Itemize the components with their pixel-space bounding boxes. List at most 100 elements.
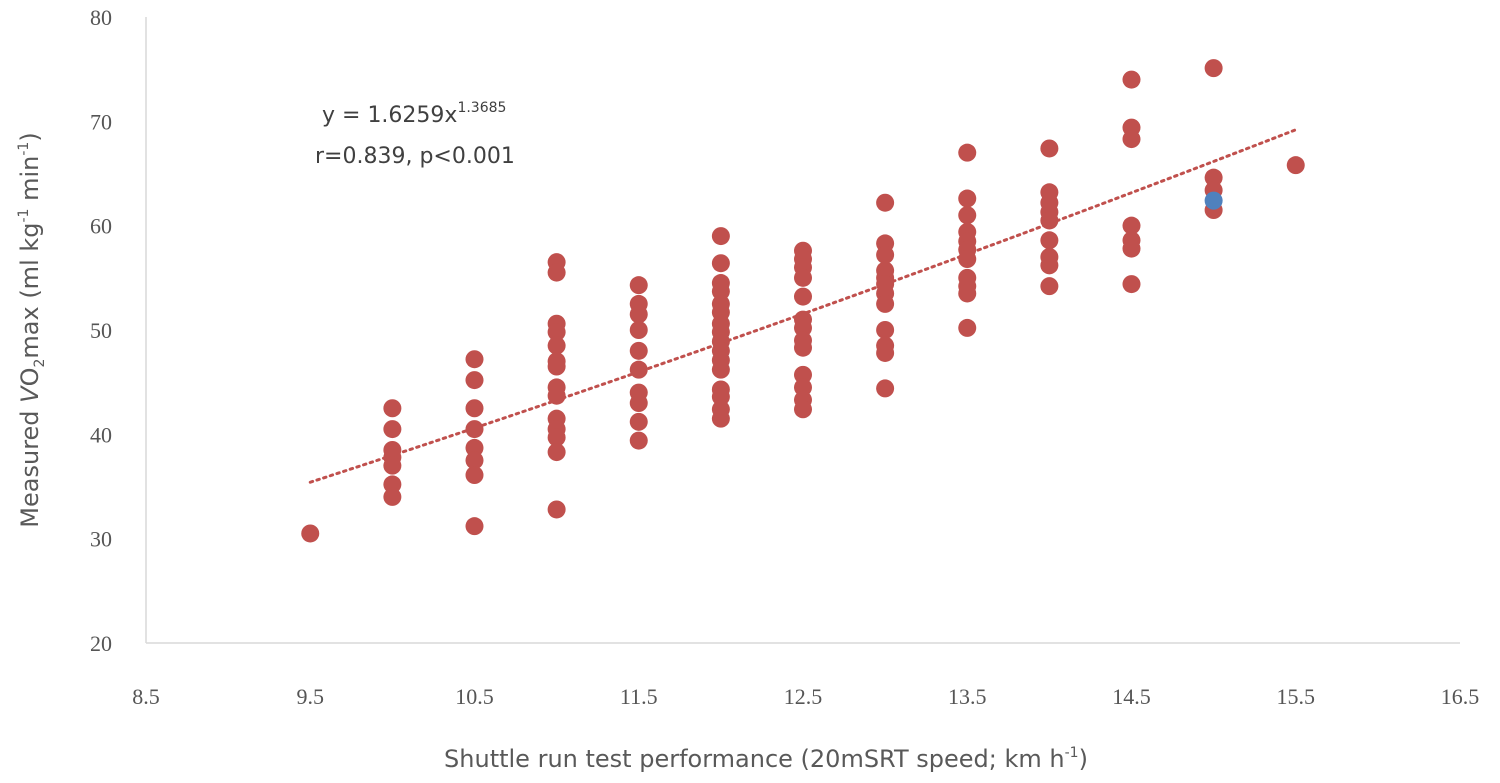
data-point bbox=[711, 387, 730, 406]
data-point bbox=[794, 268, 812, 287]
data-point bbox=[876, 379, 895, 398]
x-axis-title-sup: -1 bbox=[1065, 745, 1079, 761]
y-tick-label: 50 bbox=[90, 318, 112, 343]
data-point bbox=[629, 412, 648, 431]
data-point bbox=[794, 287, 812, 306]
data-point bbox=[547, 428, 566, 447]
data-point bbox=[1204, 59, 1223, 78]
data-point bbox=[876, 343, 895, 362]
data-point bbox=[711, 360, 730, 379]
y-tick-label: 40 bbox=[90, 422, 112, 447]
data-point bbox=[465, 350, 484, 369]
data-point bbox=[958, 284, 977, 303]
data-point bbox=[958, 250, 977, 269]
x-axis-title-tail: ) bbox=[1079, 745, 1088, 773]
data-point bbox=[629, 321, 648, 339]
data-point bbox=[1122, 275, 1141, 294]
data-point bbox=[383, 475, 402, 494]
x-tick-label: 14.5 bbox=[1112, 684, 1151, 709]
y-tick-label: 70 bbox=[90, 109, 112, 134]
x-tick-label: 8.5 bbox=[132, 684, 160, 709]
data-point bbox=[1040, 211, 1059, 230]
y-axis-title-post: max (ml kg bbox=[16, 223, 44, 359]
data-point bbox=[1122, 216, 1141, 235]
data-point bbox=[876, 321, 895, 339]
data-point bbox=[465, 371, 484, 390]
data-point bbox=[547, 323, 566, 342]
y-axis-title-sub: 2 bbox=[32, 359, 48, 368]
x-tick-label: 10.5 bbox=[455, 684, 494, 709]
data-point bbox=[711, 254, 730, 273]
data-point bbox=[876, 245, 895, 264]
equation-main: y = 1.6259x bbox=[322, 103, 457, 128]
data-point bbox=[383, 456, 402, 475]
x-tick-label: 11.5 bbox=[620, 684, 658, 709]
correlation-stats: r=0.839, p<0.001 bbox=[315, 144, 515, 169]
data-point bbox=[465, 466, 484, 485]
data-point bbox=[794, 378, 812, 397]
x-tick-label: 9.5 bbox=[297, 684, 325, 709]
data-point bbox=[629, 305, 648, 324]
data-point bbox=[958, 206, 977, 225]
data-point bbox=[465, 517, 484, 536]
data-point bbox=[1040, 277, 1059, 296]
data-points bbox=[301, 59, 1305, 543]
data-point bbox=[1122, 239, 1141, 258]
data-point bbox=[465, 438, 484, 457]
data-point bbox=[794, 318, 812, 337]
data-point bbox=[1040, 256, 1059, 275]
y-tick-label: 20 bbox=[90, 631, 112, 656]
data-point bbox=[876, 294, 895, 313]
y-axis-title-sup2: -1 bbox=[16, 142, 32, 156]
data-point bbox=[547, 336, 566, 355]
data-point bbox=[958, 143, 977, 162]
data-point bbox=[711, 409, 730, 428]
y-tick-labels: 20 30 40 50 60 70 80 bbox=[90, 5, 112, 656]
data-point bbox=[1122, 130, 1141, 149]
y-axis-title-pre: Measured bbox=[16, 403, 44, 528]
data-point bbox=[876, 193, 895, 212]
y-axis-title-mid: min bbox=[16, 156, 44, 209]
trendline-equation: y = 1.6259x1.3685 bbox=[322, 100, 506, 128]
data-point bbox=[547, 386, 566, 405]
y-tick-label: 30 bbox=[90, 527, 112, 552]
data-point bbox=[1040, 231, 1059, 250]
x-tick-label: 15.5 bbox=[1277, 684, 1316, 709]
x-axis-title: Shuttle run test performance (20mSRT spe… bbox=[444, 745, 1088, 773]
data-point bbox=[383, 399, 402, 418]
x-axis-title-main: Shuttle run test performance (20mSRT spe… bbox=[444, 745, 1065, 773]
y-axis-title-tail: ) bbox=[16, 132, 44, 141]
y-axis-title: Measured VO2max (ml kg-1 min-1) bbox=[16, 132, 48, 527]
data-point bbox=[1122, 70, 1141, 89]
data-point bbox=[629, 276, 648, 295]
data-point bbox=[465, 451, 484, 470]
data-point bbox=[547, 357, 566, 376]
x-tick-label: 12.5 bbox=[784, 684, 823, 709]
y-axis-title-o: O bbox=[16, 368, 44, 387]
data-point bbox=[794, 338, 812, 357]
y-axis-title-sup1: -1 bbox=[16, 209, 32, 223]
data-point bbox=[547, 443, 566, 462]
x-tick-label: 16.5 bbox=[1441, 684, 1480, 709]
data-point bbox=[383, 487, 402, 506]
data-point bbox=[958, 318, 977, 337]
data-point bbox=[958, 189, 977, 208]
data-point bbox=[794, 400, 812, 419]
x-tick-label: 13.5 bbox=[948, 684, 987, 709]
data-point bbox=[794, 365, 812, 384]
data-point bbox=[547, 263, 566, 282]
data-point bbox=[1204, 168, 1223, 187]
data-point bbox=[629, 360, 648, 379]
data-point bbox=[465, 399, 484, 418]
data-point bbox=[383, 420, 402, 439]
data-point bbox=[465, 420, 484, 439]
highlighted-data-point bbox=[1204, 191, 1223, 210]
trendline bbox=[308, 128, 1298, 484]
data-point bbox=[1040, 139, 1059, 158]
data-point bbox=[629, 341, 648, 360]
equation-exponent: 1.3685 bbox=[457, 100, 506, 116]
y-tick-label: 80 bbox=[90, 5, 112, 30]
x-tick-labels: 8.5 9.5 10.5 11.5 12.5 13.5 14.5 15.5 16.5 bbox=[132, 684, 1479, 709]
y-axis-title-italic: V bbox=[16, 385, 44, 403]
